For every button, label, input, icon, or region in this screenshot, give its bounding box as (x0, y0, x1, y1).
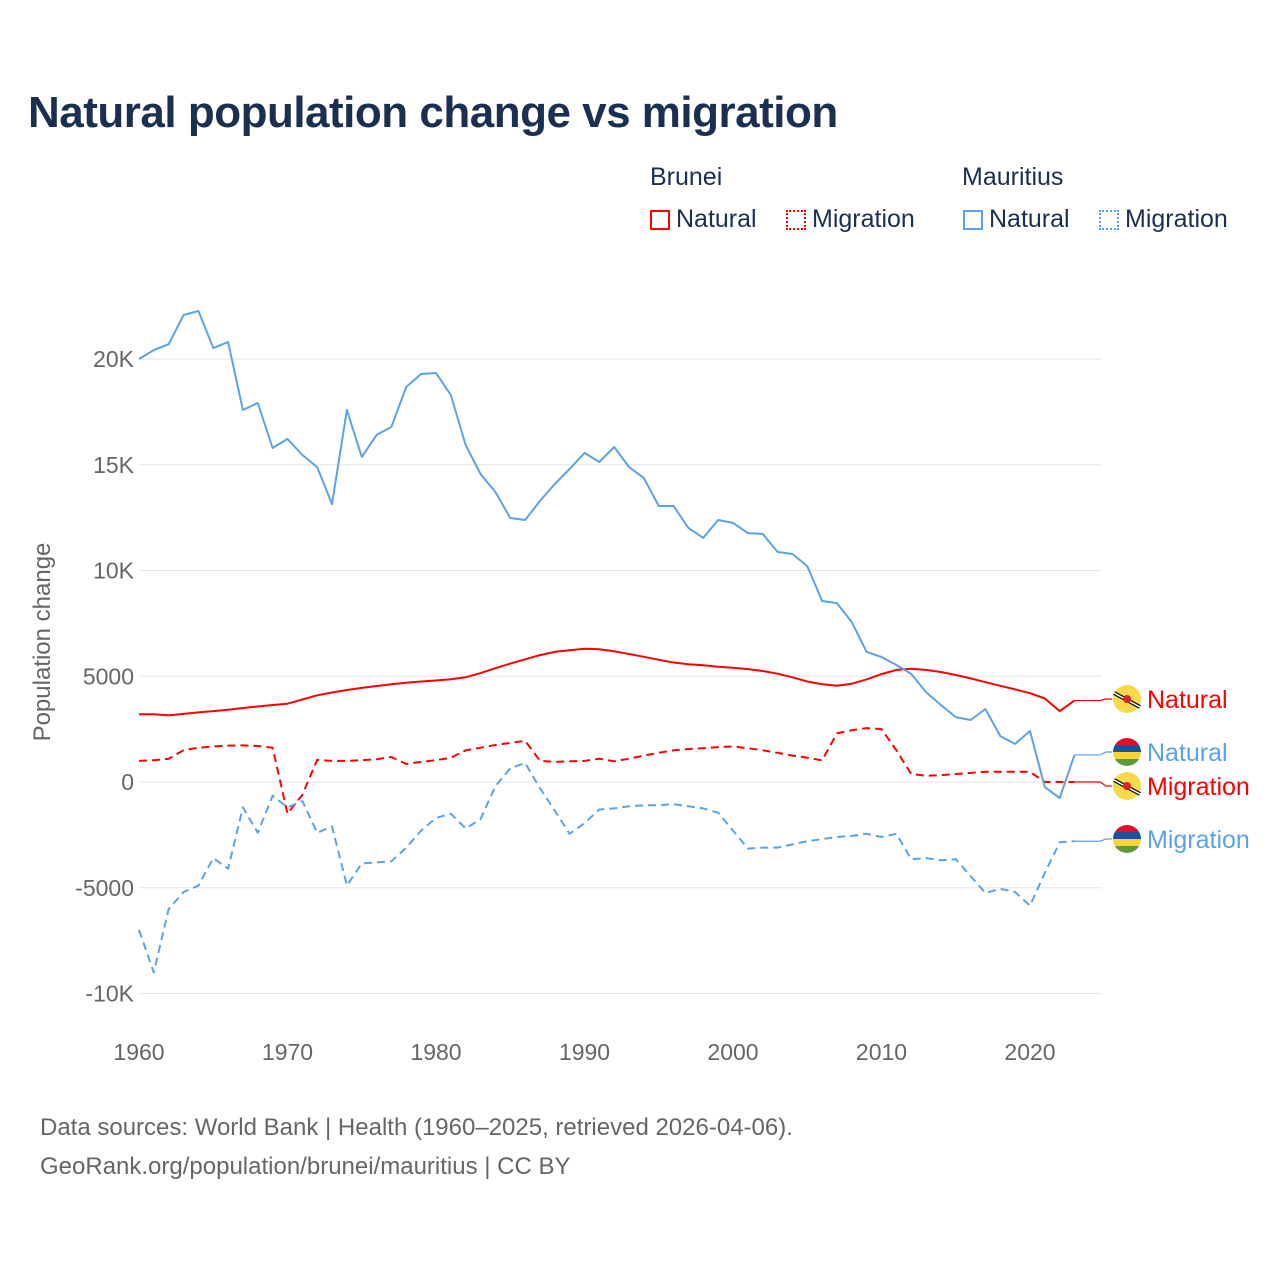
legend-label: Natural (676, 205, 757, 233)
y-tick-label: 15K (93, 452, 135, 478)
legend-swatch-solid-blue (963, 209, 983, 230)
flag-band (1113, 832, 1141, 839)
end-label: Natural (1147, 686, 1228, 714)
flag-band (1113, 738, 1141, 745)
legend-brunei-natural[interactable]: Natural (650, 205, 757, 234)
mauritius-flag-icon (1113, 738, 1141, 766)
legend-mauritius-migration[interactable]: Migration (1099, 205, 1228, 234)
y-tick-label: 10K (93, 558, 135, 584)
x-tick-label: 1990 (559, 1039, 610, 1065)
legend-mauritius-natural[interactable]: Natural (963, 205, 1070, 234)
end-label: Migration (1147, 826, 1250, 854)
x-tick-label: 2000 (707, 1039, 758, 1065)
legend-group-brunei: Brunei (650, 163, 723, 191)
y-tick-label: 20K (93, 346, 135, 372)
x-tick-label: 1960 (113, 1039, 164, 1065)
x-tick-label: 2010 (856, 1039, 907, 1065)
legend-swatch-solid-red (650, 209, 670, 230)
y-tick-label: 0 (121, 769, 134, 795)
y-tick-label: -5000 (75, 875, 134, 901)
series-line-brunei-migration (138, 727, 1075, 815)
flag-band (1113, 759, 1141, 766)
legend-brunei-migration[interactable]: Migration (786, 205, 915, 234)
legend-group-mauritius: Mauritius (962, 163, 1064, 191)
series-line-mauritius-migration (138, 762, 1075, 974)
x-tick-label: 1970 (262, 1039, 313, 1065)
flag-band (1113, 846, 1141, 853)
flag-emblem (1123, 782, 1131, 790)
series-line-mauritius-natural (138, 310, 1076, 800)
brunei-flag-icon (1113, 685, 1141, 713)
legend-swatch-dotted-red (786, 209, 806, 230)
footer-sources: Data sources: World Bank | Health (1960–… (40, 1114, 793, 1141)
flag-band (1113, 752, 1141, 759)
legend-label: Migration (812, 205, 915, 233)
end-label: Migration (1147, 773, 1250, 801)
label-connector (1074, 781, 1112, 787)
legend-label: Migration (1125, 205, 1228, 233)
y-tick-label: 5000 (83, 663, 134, 689)
label-connector (1074, 838, 1112, 842)
label-connector (1074, 751, 1112, 756)
flag-band (1113, 745, 1141, 752)
label-connector (1074, 698, 1112, 702)
y-tick-label: -10K (85, 981, 134, 1007)
brunei-flag-icon (1113, 772, 1141, 800)
legend-label: Natural (989, 205, 1070, 233)
flag-emblem (1123, 695, 1131, 703)
mauritius-flag-icon (1113, 825, 1141, 853)
flag-band (1113, 839, 1141, 846)
footer-link[interactable]: GeoRank.org/population/brunei/mauritius … (40, 1153, 571, 1180)
x-tick-label: 1980 (410, 1039, 461, 1065)
y-axis-label: Population change (29, 543, 56, 742)
flag-band (1113, 825, 1141, 832)
chart-title: Natural population change vs migration (28, 88, 838, 137)
series-line-brunei-natural (139, 647, 1076, 717)
end-label: Natural (1147, 739, 1228, 767)
legend-swatch-dotted-blue (1099, 209, 1119, 230)
x-tick-label: 2020 (1004, 1039, 1055, 1065)
footer: Data sources: World Bank | Health (1960–… (40, 1108, 793, 1186)
